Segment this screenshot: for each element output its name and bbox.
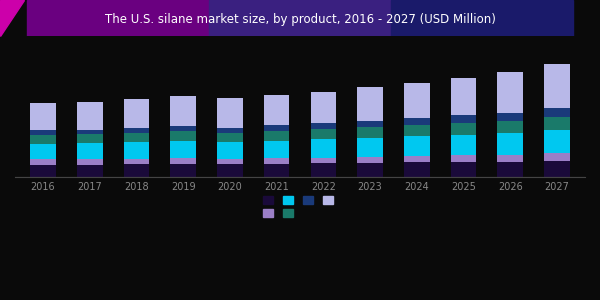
Bar <box>77 102 103 130</box>
Bar <box>497 155 523 162</box>
Bar <box>357 87 383 121</box>
Bar <box>264 164 289 177</box>
Bar <box>544 130 570 154</box>
Bar <box>311 123 336 129</box>
Bar <box>264 158 289 164</box>
Bar <box>264 125 289 131</box>
Bar <box>404 83 430 118</box>
Bar <box>311 164 336 177</box>
Bar <box>451 162 476 177</box>
Bar <box>77 165 103 177</box>
Bar <box>544 64 570 108</box>
Bar <box>357 157 383 163</box>
Bar <box>311 158 336 164</box>
Bar <box>311 140 336 158</box>
Bar <box>357 121 383 127</box>
Bar <box>217 142 243 159</box>
Bar <box>391 0 573 36</box>
Bar <box>264 131 289 141</box>
Bar <box>170 96 196 126</box>
Bar <box>209 0 391 36</box>
Bar <box>30 134 56 143</box>
Bar <box>451 115 476 123</box>
Bar <box>311 129 336 140</box>
Bar <box>124 133 149 142</box>
Bar <box>124 164 149 177</box>
Text: The U.S. silane market size, by product, 2016 - 2027 (USD Million): The U.S. silane market size, by product,… <box>104 13 496 26</box>
Bar <box>404 156 430 163</box>
Bar <box>27 0 209 36</box>
Bar <box>544 154 570 161</box>
Bar <box>30 165 56 177</box>
Bar <box>264 95 289 125</box>
Bar <box>77 130 103 134</box>
Bar <box>77 143 103 159</box>
Bar <box>124 142 149 159</box>
Bar <box>544 117 570 130</box>
Polygon shape <box>0 0 24 36</box>
Bar <box>497 121 523 133</box>
Bar <box>124 128 149 133</box>
Bar <box>404 136 430 156</box>
Bar <box>170 131 196 141</box>
Bar <box>217 98 243 128</box>
Bar <box>497 72 523 113</box>
Bar <box>77 159 103 165</box>
Bar <box>311 92 336 123</box>
Bar <box>497 162 523 177</box>
Bar <box>357 127 383 138</box>
Bar <box>30 103 56 130</box>
Bar <box>544 161 570 177</box>
Bar <box>170 158 196 164</box>
Bar <box>170 164 196 177</box>
Bar <box>170 126 196 131</box>
Bar <box>217 164 243 177</box>
Bar <box>357 138 383 157</box>
Bar <box>451 78 476 115</box>
Bar <box>497 113 523 121</box>
Bar <box>124 99 149 128</box>
Bar <box>217 128 243 133</box>
Bar <box>30 159 56 165</box>
Bar <box>77 134 103 143</box>
Bar <box>170 141 196 158</box>
Bar <box>451 134 476 155</box>
Bar <box>30 130 56 134</box>
Bar <box>404 125 430 136</box>
Bar <box>30 143 56 159</box>
Bar <box>404 163 430 177</box>
Bar <box>357 163 383 177</box>
Bar <box>217 133 243 142</box>
Bar <box>124 159 149 164</box>
Bar <box>264 141 289 158</box>
Bar <box>497 133 523 155</box>
Bar <box>544 108 570 117</box>
Legend: , , , , , : , , , , , <box>260 192 340 221</box>
Bar <box>217 159 243 164</box>
Bar <box>451 123 476 134</box>
Bar <box>451 155 476 162</box>
Bar <box>404 118 430 125</box>
